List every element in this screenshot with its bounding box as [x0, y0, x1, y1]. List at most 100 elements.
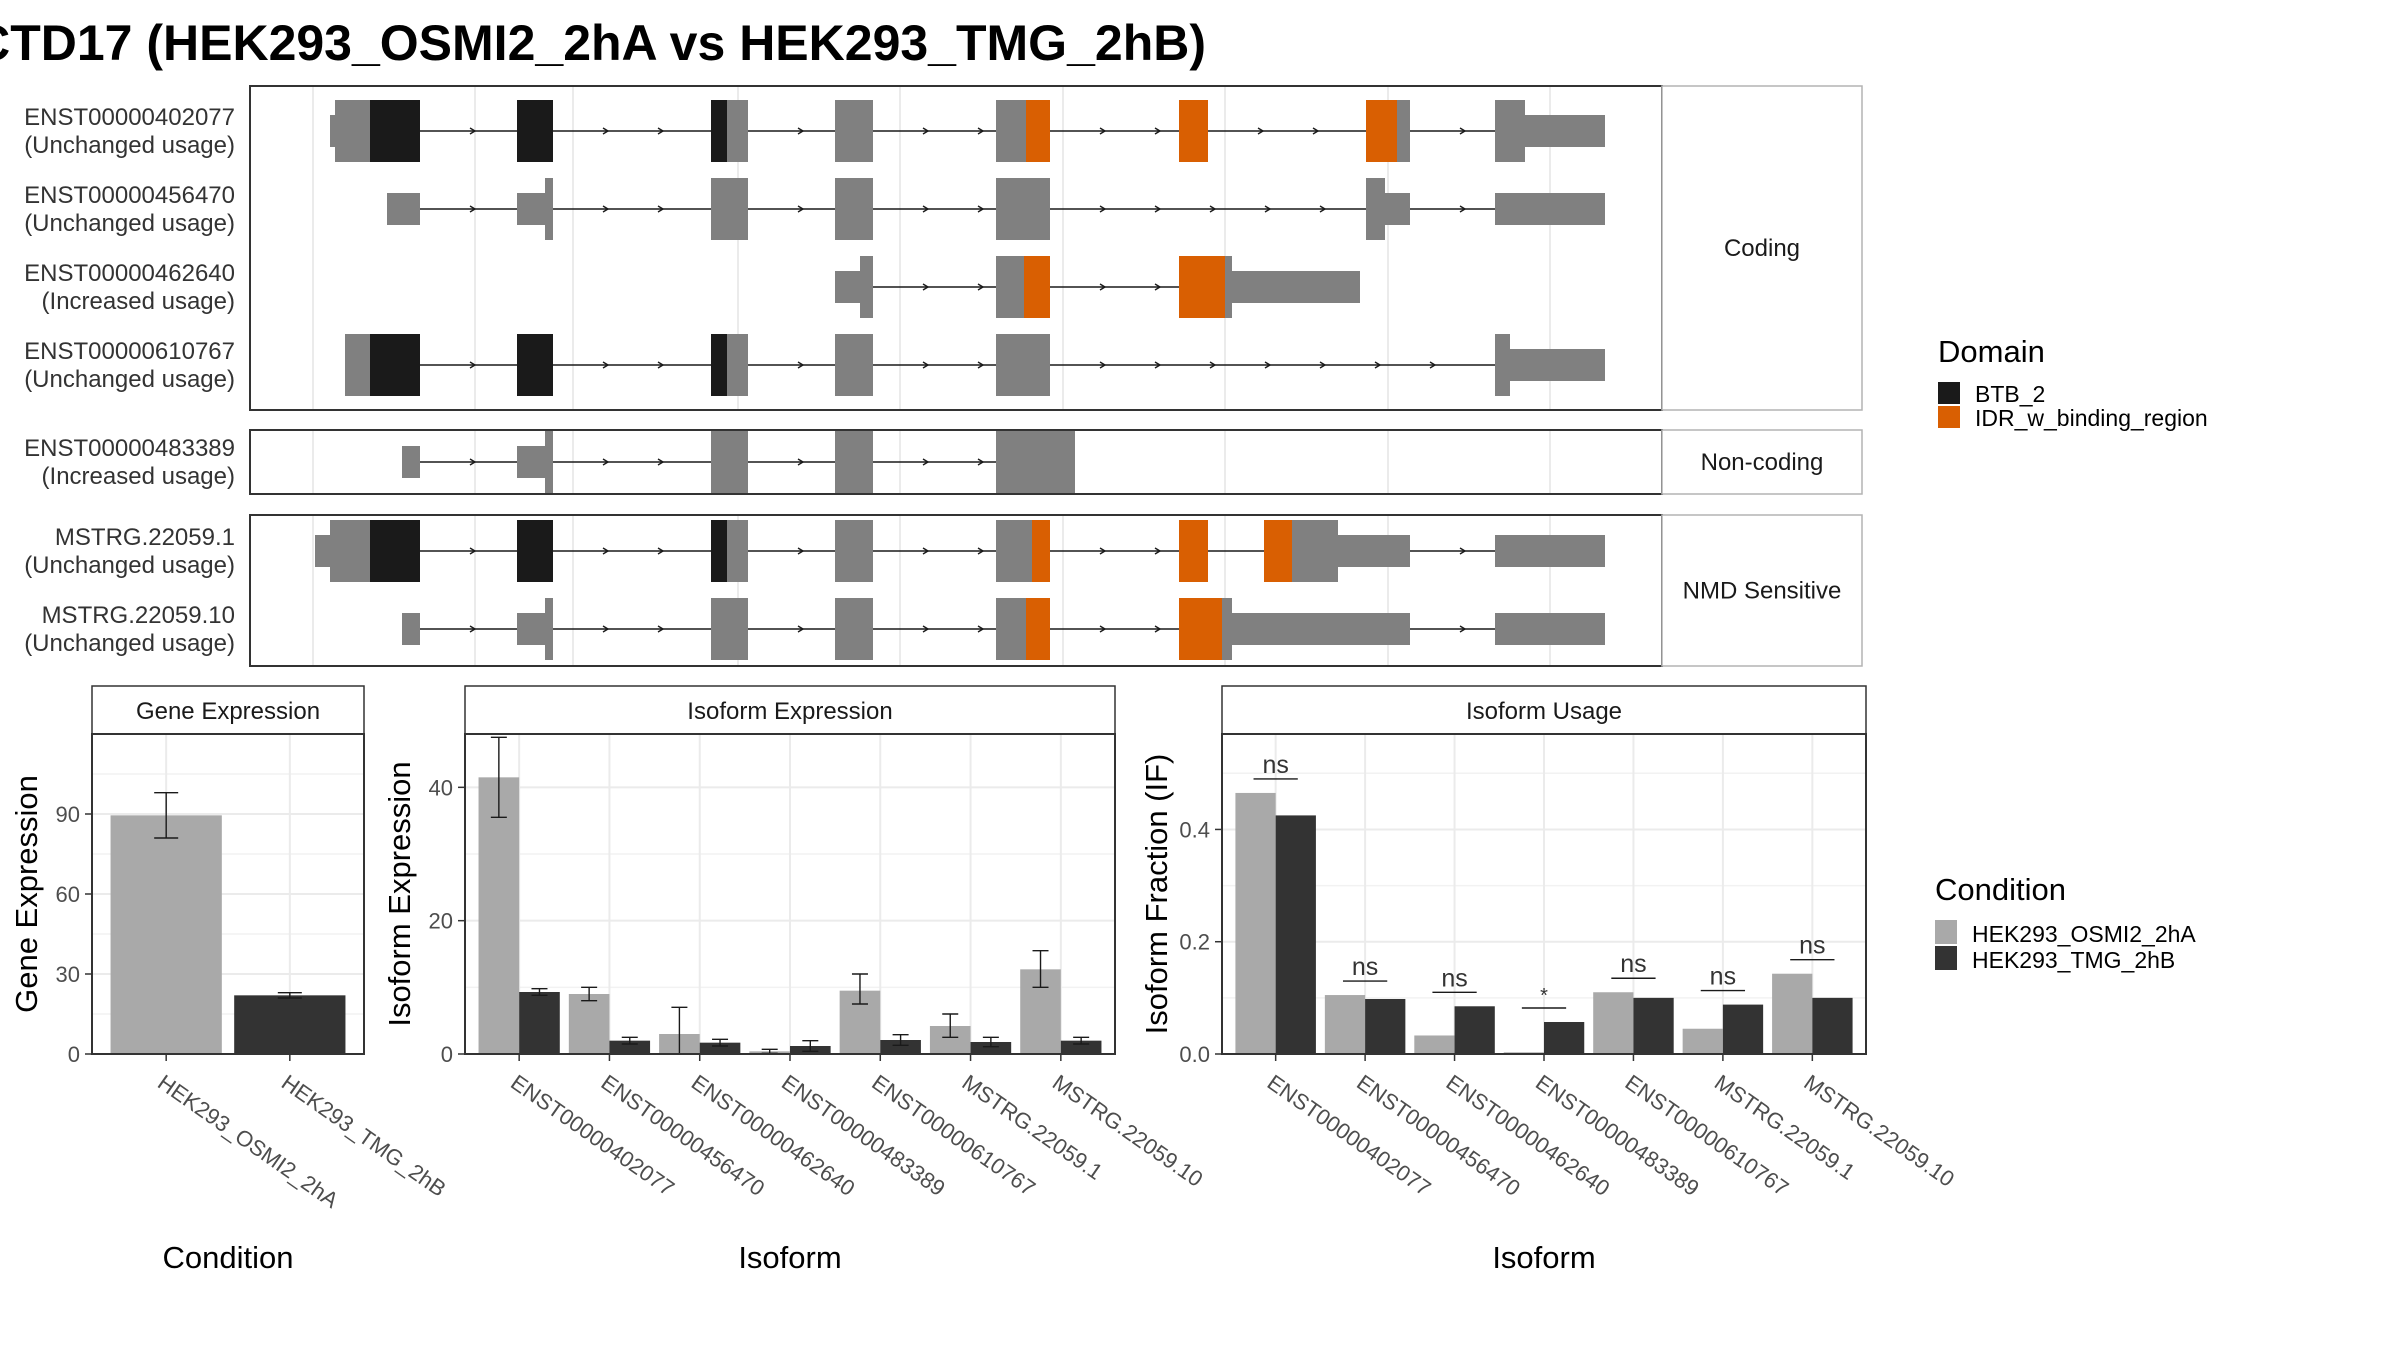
- y-tick-label: 30: [56, 962, 80, 987]
- btb-domain: [370, 100, 420, 162]
- intron-arrow: [1319, 205, 1327, 213]
- x-tick-label: ENST00000610767: [1621, 1070, 1794, 1201]
- y-axis-title: Gene Expression: [9, 775, 44, 1013]
- structure-frames: [249, 85, 1863, 667]
- btb-domain: [370, 334, 420, 396]
- intron-arrow: [977, 458, 985, 466]
- btb-domain: [711, 334, 727, 396]
- idr-domain: [1264, 520, 1292, 582]
- y-tick-label: 0.2: [1179, 930, 1210, 955]
- exon: [996, 598, 1026, 660]
- x-tick-label: MSTRG.22059.10: [1799, 1070, 1959, 1192]
- bar-HEK293_TMG_2hB: [1544, 1022, 1585, 1054]
- intron-arrow: [1209, 205, 1217, 213]
- intron-arrow: [1459, 625, 1467, 633]
- structure-grid: [250, 86, 1662, 666]
- transcript-id-label: MSTRG.22059.10: [42, 602, 235, 629]
- intron-arrow: [1099, 361, 1107, 369]
- intron-arrow: [1099, 127, 1107, 135]
- intron-arrow: [977, 283, 985, 291]
- intron-arrow: [657, 127, 665, 135]
- bar-HEK293_OSMI2_2hA: [1414, 1035, 1455, 1054]
- isoform-structure-panel: ENST00000402077(Unchanged usage)ENST0000…: [24, 85, 1863, 667]
- intron-arrow: [797, 205, 805, 213]
- bar-HEK293_TMG_2hB: [1633, 997, 1674, 1054]
- bar-HEK293_TMG_2hB: [880, 1040, 921, 1054]
- transcript-id-label: ENST00000610767: [24, 338, 235, 365]
- intron-arrow: [922, 361, 930, 369]
- intron-arrow: [1264, 205, 1272, 213]
- intron-arrow: [1099, 625, 1107, 633]
- intron-arrow: [602, 458, 610, 466]
- transcript-id-label: ENST00000402077: [24, 104, 235, 131]
- exon: [711, 431, 748, 493]
- bar-HEK293_OSMI2_2hA: [1593, 992, 1634, 1054]
- bar-HEK293_TMG_2hB: [1812, 997, 1853, 1054]
- btb-domain: [711, 520, 727, 582]
- significance-label: *: [1540, 985, 1548, 1007]
- utr-exon: [1525, 115, 1605, 147]
- exon: [1397, 100, 1410, 162]
- intron-arrow: [922, 458, 930, 466]
- y-tick-label: 20: [429, 909, 453, 934]
- idr-domain: [1032, 520, 1050, 582]
- bar-HEK293_TMG_2hB: [1722, 1004, 1764, 1054]
- transcript-usage-label: (Unchanged usage): [24, 366, 235, 393]
- btb-domain: [517, 520, 553, 582]
- utr-exon: [835, 271, 860, 303]
- bar-HEK293_TMG_2hB: [609, 1040, 651, 1054]
- exon: [996, 256, 1024, 318]
- domain-legend-title: Domain: [1938, 334, 2045, 369]
- bar-HEK293_TMG_2hB: [699, 1042, 741, 1054]
- utr-exon: [517, 446, 545, 478]
- intron-arrow: [977, 205, 985, 213]
- intron-arrow: [469, 127, 477, 135]
- bar-HEK293_TMG_2hB: [1060, 1040, 1102, 1054]
- intron-arrow: [1154, 361, 1162, 369]
- condition-legend-swatch-a: [1935, 920, 1957, 944]
- exon: [545, 431, 553, 493]
- utr-exon: [1232, 613, 1410, 645]
- intron-arrow: [922, 205, 930, 213]
- intron-arrow: [657, 361, 665, 369]
- domain-legend-label-idr: IDR_w_binding_region: [1975, 405, 2208, 431]
- transcript-usage-label: (Increased usage): [42, 463, 235, 490]
- structure-strip-box: [1661, 429, 1863, 495]
- structure-strip-box: [1661, 85, 1863, 411]
- intron-arrow: [469, 458, 477, 466]
- intron-arrow: [1154, 547, 1162, 555]
- intron-arrow: [469, 361, 477, 369]
- intron-arrow: [1264, 361, 1272, 369]
- y-tick-label: 60: [56, 882, 80, 907]
- exon: [345, 334, 370, 396]
- structure-panel-background: [250, 515, 1662, 666]
- x-tick-label: ENST00000402077: [1263, 1070, 1436, 1201]
- y-tick-label: 40: [429, 775, 453, 800]
- exon: [545, 178, 553, 240]
- intron-arrow: [602, 127, 610, 135]
- exon: [835, 100, 873, 162]
- chart-panel-2: Isoform Expression 0 20 40 Isoform Expressio…: [382, 685, 1208, 1275]
- transcript-usage-label: (Unchanged usage): [24, 210, 235, 237]
- intron-arrow: [922, 127, 930, 135]
- intron-arrow: [1312, 127, 1320, 135]
- exon: [1366, 178, 1385, 240]
- intron-arrow: [797, 361, 805, 369]
- idr-domain: [1179, 100, 1208, 162]
- exon: [996, 431, 1075, 493]
- y-tick-label: 0.0: [1179, 1042, 1210, 1067]
- structure-group-strips: Coding Non-coding NMD Sensitive: [1683, 235, 1842, 605]
- intron-arrow: [1459, 205, 1467, 213]
- utr-exon: [1495, 535, 1605, 567]
- y-tick-label: 90: [56, 802, 80, 827]
- exon: [996, 334, 1050, 396]
- intron-arrow: [1429, 361, 1437, 369]
- intron-arrow: [1374, 361, 1382, 369]
- idr-domain: [1026, 100, 1050, 162]
- transcript-usage-label: (Unchanged usage): [24, 132, 235, 159]
- idr-domain: [1179, 520, 1208, 582]
- intron-arrow: [922, 547, 930, 555]
- x-tick-label: ENST00000483389: [777, 1070, 950, 1201]
- exon: [996, 100, 1026, 162]
- intron-arrow: [1257, 127, 1265, 135]
